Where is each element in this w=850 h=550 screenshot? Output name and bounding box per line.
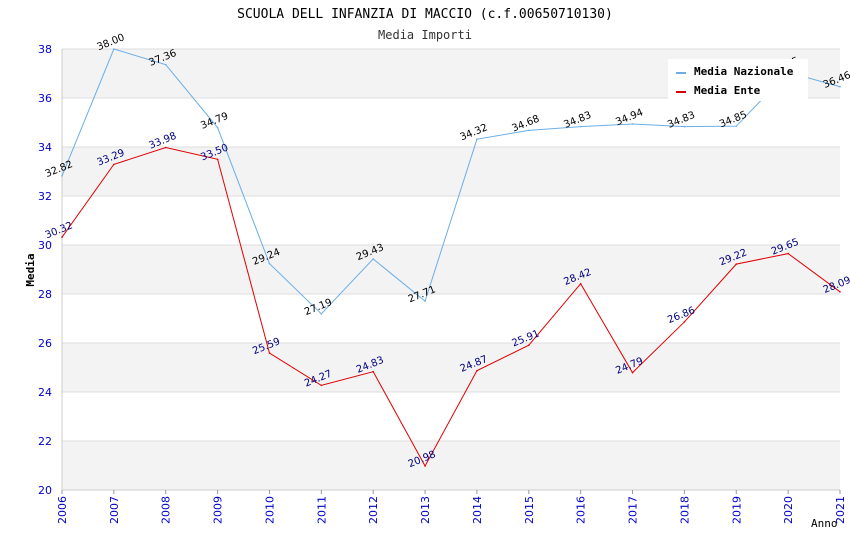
data-point	[61, 175, 63, 177]
y-tick-label: 22	[38, 435, 52, 448]
grid-band	[62, 98, 840, 147]
x-tick-label: 2009	[212, 496, 225, 524]
data-point	[61, 236, 63, 238]
data-point	[164, 63, 167, 66]
x-tick-label: 2013	[419, 496, 432, 524]
x-tick-label: 2020	[782, 496, 795, 524]
y-tick-labels: 20 22 24 26 28 30 32 34 36 38	[38, 43, 52, 497]
series-group	[61, 48, 841, 468]
data-point	[631, 123, 634, 125]
data-point	[372, 370, 375, 373]
data-point	[216, 126, 219, 129]
grid-lines	[62, 48, 840, 491]
data-point	[528, 129, 530, 132]
series-line-media-ente	[61, 146, 841, 468]
x-tick-label: 2016	[575, 496, 588, 524]
data-point	[735, 263, 738, 265]
data-point	[320, 313, 323, 315]
y-tick-label: 26	[38, 337, 52, 350]
data-point	[424, 300, 426, 302]
data-point	[113, 163, 115, 166]
legend-background	[668, 59, 808, 101]
y-tick-label: 36	[38, 92, 52, 105]
x-tick-label: 2007	[108, 496, 121, 524]
y-tick-label: 30	[38, 239, 52, 252]
data-point	[579, 282, 582, 285]
grid-band	[62, 343, 840, 392]
data-point	[579, 125, 582, 128]
x-tick-label: 2006	[56, 496, 69, 524]
x-tick-label: 2021	[834, 496, 847, 524]
x-tick-label: 2019	[730, 496, 743, 524]
x-tick-label: 2014	[471, 496, 484, 524]
y-tick-label: 38	[38, 43, 52, 56]
grid-band	[62, 147, 840, 196]
data-point	[683, 321, 686, 323]
data-point	[787, 252, 789, 255]
chart-title: SCUOLA DELL INFANZIA DI MACCIO (c.f.0065…	[237, 7, 613, 22]
data-point	[372, 258, 375, 260]
y-axis-label: Media	[24, 253, 37, 286]
data-point	[735, 125, 738, 127]
data-point	[424, 465, 426, 467]
x-tick-label: 2008	[160, 496, 173, 524]
data-point	[476, 138, 478, 140]
data-point	[268, 352, 271, 354]
x-tick-label: 2017	[627, 496, 640, 524]
data-point	[164, 146, 167, 149]
data-point	[320, 384, 323, 387]
grid-band	[62, 441, 840, 490]
y-tick-label: 34	[38, 141, 52, 154]
x-tick-label: 2012	[367, 496, 380, 524]
y-tick-label: 32	[38, 190, 52, 203]
data-point	[268, 262, 271, 265]
x-tick-label: 2018	[678, 496, 691, 524]
grid-band	[62, 245, 840, 294]
data-point	[839, 290, 841, 293]
grid-band	[62, 392, 840, 441]
legend: Media Nazionale Media Ente	[668, 59, 808, 101]
legend-label-media-ente: Media Ente	[694, 84, 761, 97]
x-tick-label: 2010	[263, 496, 276, 524]
legend-label-media-nazionale: Media Nazionale	[694, 65, 794, 78]
y-tick-label: 28	[38, 288, 52, 301]
data-point	[476, 369, 478, 372]
data-point	[839, 85, 841, 88]
data-point	[528, 344, 530, 347]
x-tick-labels: 2006 2007 2008 2009 2010 2011 2012 2013 2014 2015…	[56, 490, 847, 524]
x-tick-label: 2011	[315, 496, 328, 524]
series-line-media-nazionale	[61, 48, 841, 315]
y-tick-label: 24	[38, 386, 52, 399]
data-point	[683, 125, 686, 128]
x-axis-label: Anno	[811, 517, 838, 530]
chart-subtitle: Media Importi	[378, 28, 472, 42]
x-tick-label: 2015	[523, 496, 536, 524]
grid-band	[62, 294, 840, 343]
data-point	[113, 48, 115, 50]
grid-bands	[62, 49, 840, 490]
data-point	[631, 371, 634, 374]
y-tick-label: 20	[38, 484, 52, 497]
data-point	[216, 158, 219, 161]
